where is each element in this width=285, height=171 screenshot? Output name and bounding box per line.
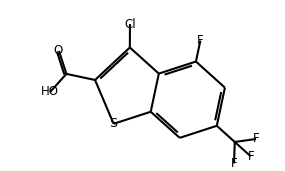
Text: Cl: Cl xyxy=(124,18,136,31)
Text: F: F xyxy=(197,34,204,47)
Text: O: O xyxy=(53,44,62,57)
Text: F: F xyxy=(231,157,237,170)
Text: F: F xyxy=(253,133,259,146)
Text: HO: HO xyxy=(41,85,59,98)
Text: S: S xyxy=(110,117,118,130)
Text: F: F xyxy=(247,150,254,163)
